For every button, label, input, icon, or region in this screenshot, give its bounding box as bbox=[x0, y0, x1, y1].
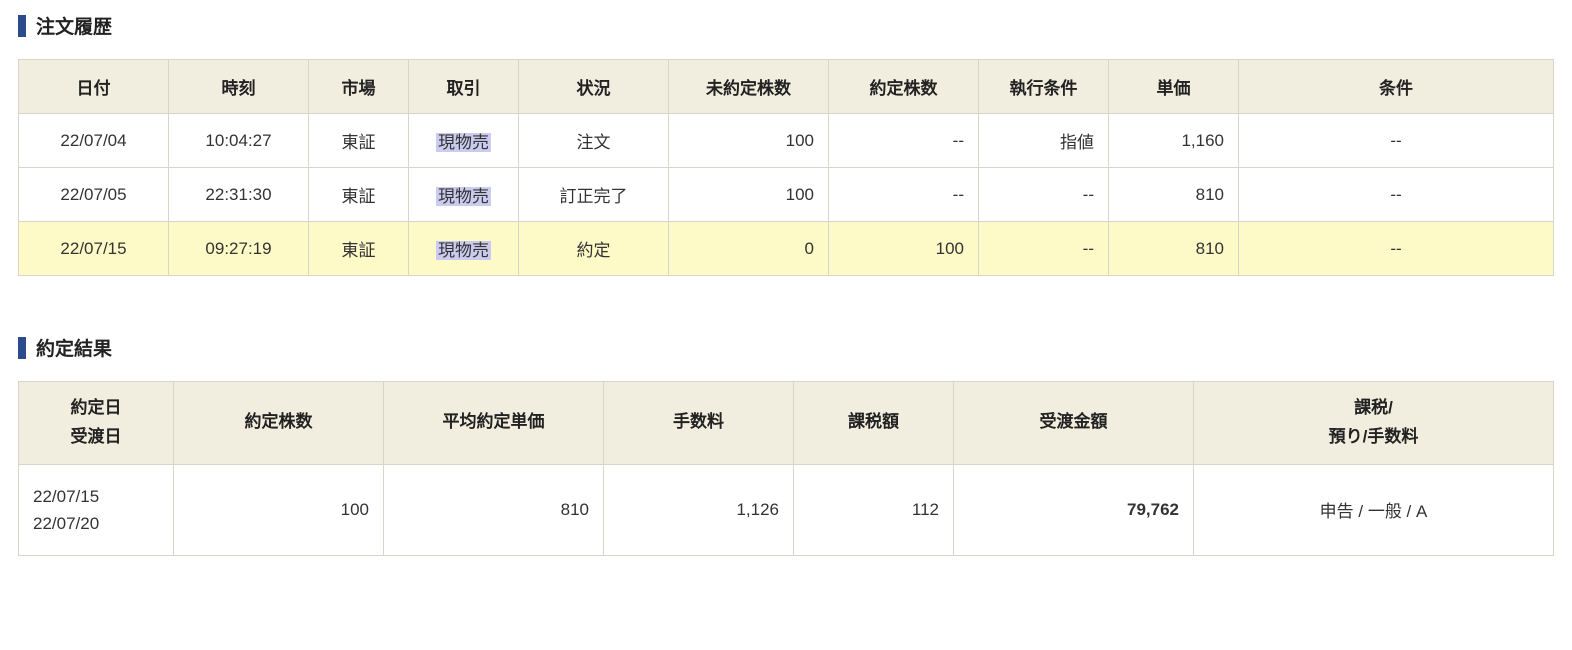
cell-price: 810 bbox=[1109, 168, 1239, 222]
cell-exec-cond: -- bbox=[979, 168, 1109, 222]
cell-amount: 79,762 bbox=[954, 464, 1194, 555]
cell-trade: 現物売 bbox=[409, 114, 519, 168]
col-header-trade: 取引 bbox=[409, 60, 519, 114]
col-header-market: 市場 bbox=[309, 60, 409, 114]
section-marker-icon bbox=[18, 15, 26, 37]
trade-type-badge: 現物売 bbox=[436, 241, 491, 260]
cell-fee: 1,126 bbox=[604, 464, 794, 555]
col-header-filled: 約定株数 bbox=[829, 60, 979, 114]
cell-time: 09:27:19 bbox=[169, 222, 309, 276]
col-header-exec-cond: 執行条件 bbox=[979, 60, 1109, 114]
cell-terms: -- bbox=[1239, 168, 1554, 222]
section-title-execution-result: 約定結果 bbox=[36, 334, 112, 361]
col-header-amount: 受渡金額 bbox=[954, 382, 1194, 465]
cell-date: 22/07/15 bbox=[19, 222, 169, 276]
table-row: 22/07/1509:27:19東証現物売約定0100--810-- bbox=[19, 222, 1554, 276]
col-header-status: 状況 bbox=[519, 60, 669, 114]
trade-type-badge: 現物売 bbox=[436, 187, 491, 206]
table-row: 22/07/15 22/07/20 100 810 1,126 112 79,7… bbox=[19, 464, 1554, 555]
cell-exec-cond: -- bbox=[979, 222, 1109, 276]
col-header-time: 時刻 bbox=[169, 60, 309, 114]
col-header-avg-price: 平均約定単価 bbox=[384, 382, 604, 465]
section-title-order-history: 注文履歴 bbox=[36, 12, 112, 39]
cell-price: 810 bbox=[1109, 222, 1239, 276]
col-header-fee: 手数料 bbox=[604, 382, 794, 465]
cell-market: 東証 bbox=[309, 114, 409, 168]
cell-time: 22:31:30 bbox=[169, 168, 309, 222]
col-header-price: 単価 bbox=[1109, 60, 1239, 114]
order-history-table: 日付 時刻 市場 取引 状況 未約定株数 約定株数 執行条件 単価 条件 22/… bbox=[18, 59, 1554, 276]
col-header-exec-settle-date: 約定日受渡日 bbox=[19, 382, 174, 465]
col-header-date: 日付 bbox=[19, 60, 169, 114]
cell-unfilled: 0 bbox=[669, 222, 829, 276]
cell-trade: 現物売 bbox=[409, 168, 519, 222]
trade-type-badge: 現物売 bbox=[436, 133, 491, 152]
cell-shares: 100 bbox=[174, 464, 384, 555]
cell-status: 訂正完了 bbox=[519, 168, 669, 222]
col-header-tax: 課税額 bbox=[794, 382, 954, 465]
section-header-execution-result: 約定結果 bbox=[18, 334, 1554, 361]
cell-price: 1,160 bbox=[1109, 114, 1239, 168]
table-header-row: 日付 時刻 市場 取引 状況 未約定株数 約定株数 執行条件 単価 条件 bbox=[19, 60, 1554, 114]
cell-date: 22/07/05 bbox=[19, 168, 169, 222]
cell-filled: 100 bbox=[829, 222, 979, 276]
cell-market: 東証 bbox=[309, 168, 409, 222]
cell-unfilled: 100 bbox=[669, 168, 829, 222]
cell-exec-cond: 指値 bbox=[979, 114, 1109, 168]
cell-tax: 112 bbox=[794, 464, 954, 555]
cell-time: 10:04:27 bbox=[169, 114, 309, 168]
col-header-tax-category: 課税/預り/手数料 bbox=[1194, 382, 1554, 465]
cell-exec-settle-dates: 22/07/15 22/07/20 bbox=[19, 464, 174, 555]
cell-tax-category: 申告 / 一般 / A bbox=[1194, 464, 1554, 555]
cell-filled: -- bbox=[829, 114, 979, 168]
section-marker-icon bbox=[18, 337, 26, 359]
cell-status: 注文 bbox=[519, 114, 669, 168]
cell-trade: 現物売 bbox=[409, 222, 519, 276]
cell-avg-price: 810 bbox=[384, 464, 604, 555]
cell-status: 約定 bbox=[519, 222, 669, 276]
table-row: 22/07/0410:04:27東証現物売注文100--指値1,160-- bbox=[19, 114, 1554, 168]
section-header-order-history: 注文履歴 bbox=[18, 12, 1554, 39]
cell-filled: -- bbox=[829, 168, 979, 222]
col-header-shares: 約定株数 bbox=[174, 382, 384, 465]
execution-result-table: 約定日受渡日 約定株数 平均約定単価 手数料 課税額 受渡金額 課税/預り/手数… bbox=[18, 381, 1554, 556]
table-row: 22/07/0522:31:30東証現物売訂正完了100----810-- bbox=[19, 168, 1554, 222]
cell-unfilled: 100 bbox=[669, 114, 829, 168]
cell-date: 22/07/04 bbox=[19, 114, 169, 168]
col-header-unfilled: 未約定株数 bbox=[669, 60, 829, 114]
col-header-terms: 条件 bbox=[1239, 60, 1554, 114]
cell-terms: -- bbox=[1239, 114, 1554, 168]
table-header-row: 約定日受渡日 約定株数 平均約定単価 手数料 課税額 受渡金額 課税/預り/手数… bbox=[19, 382, 1554, 465]
cell-market: 東証 bbox=[309, 222, 409, 276]
cell-terms: -- bbox=[1239, 222, 1554, 276]
